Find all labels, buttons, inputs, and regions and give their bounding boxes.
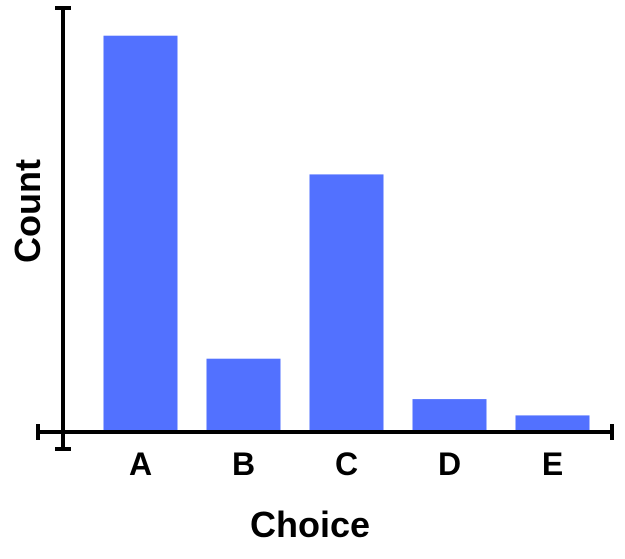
bars-layer [103, 35, 590, 432]
x-tick-label-d: D [438, 446, 461, 482]
x-tick-label-a: A [129, 446, 152, 482]
bar-a [103, 35, 178, 432]
x-tick-label-c: C [335, 446, 358, 482]
bar-c [309, 174, 384, 432]
axes-layer [36, 6, 614, 451]
x-tick-label-e: E [542, 446, 563, 482]
bar-b [206, 358, 281, 432]
bar-e [515, 415, 590, 432]
tick-labels-layer: A B C D E [129, 446, 563, 482]
x-tick-label-b: B [232, 446, 255, 482]
bar-d [412, 399, 487, 432]
y-axis-label: Count [7, 159, 48, 263]
x-axis-label: Choice [250, 504, 370, 545]
